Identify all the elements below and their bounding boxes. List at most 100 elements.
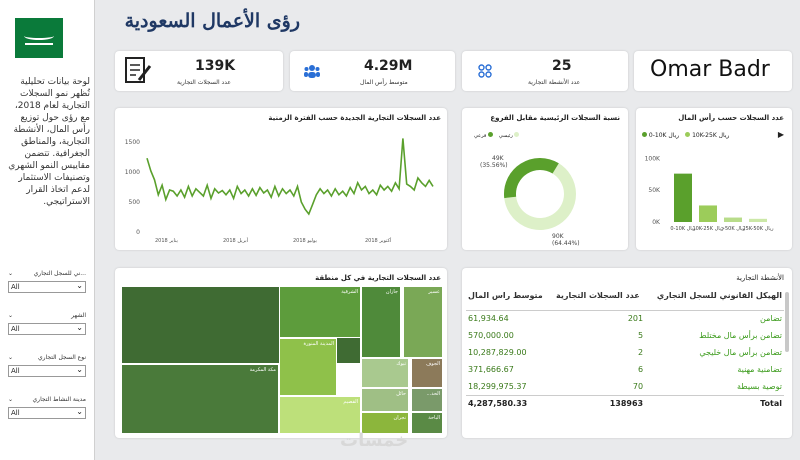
table-row[interactable]: 371,666.67 6 تضامنية مهنية xyxy=(466,361,784,378)
chart-title: عدد السجلات حسب رأس المال xyxy=(678,114,784,122)
total-count: 138963 xyxy=(609,399,644,409)
table-scrollbar[interactable] xyxy=(785,292,789,352)
legend-item[interactable]: رئيسي xyxy=(499,132,520,139)
kpi-value: 25 xyxy=(552,58,572,74)
chevron-down-icon[interactable]: ⌄ xyxy=(8,396,14,403)
treemap-cell[interactable]: عسير xyxy=(403,286,443,358)
chevron-down-icon: ⌄ xyxy=(76,365,83,374)
filter-month: الشهر ⌄ All ⌄ xyxy=(8,312,86,335)
filter-record-type: ...ني للسجل التجاري ⌄ All ⌄ xyxy=(8,270,86,293)
x-tick-label: 0-10K ريال xyxy=(670,226,696,232)
chevron-down-icon: ⌄ xyxy=(76,281,83,290)
table-row[interactable]: 570,000.00 5 تضامن برأس مال مختلط xyxy=(466,327,784,344)
kpi-value: 4.29M xyxy=(364,58,413,74)
slice-label: 90K xyxy=(552,233,565,240)
capital-cell: 61,934.64 xyxy=(468,314,509,324)
chevron-down-icon: ⌄ xyxy=(76,407,83,416)
treemap-cell[interactable]: حائل xyxy=(361,388,409,412)
chevron-down-icon: ⌄ xyxy=(76,323,83,332)
legend-item[interactable]: 0-10K ريال xyxy=(642,132,679,139)
column-header[interactable]: متوسط راس المال xyxy=(468,291,543,301)
chart-title: عدد السجلات التجارية في كل منطقة xyxy=(315,274,441,282)
donut-slice[interactable] xyxy=(504,158,559,199)
treemap-card: عدد السجلات التجارية في كل منطقة الرياضم… xyxy=(115,268,447,438)
kpi-card-capital: 4.29M متوسط رأس المال xyxy=(290,51,455,91)
donut-slice[interactable] xyxy=(504,163,576,230)
count-cell: 70 xyxy=(632,381,644,391)
legend-item[interactable]: 10K-25K ريال xyxy=(685,132,729,139)
page-title: رؤى الأعمال السعودية xyxy=(124,10,300,32)
chart-title: عدد السجلات التجارية الجديدة حسب الفترة … xyxy=(268,114,441,122)
x-tick-label: يناير 2018 xyxy=(155,238,179,244)
kpi-label: عدد الأنشطة التجارية xyxy=(528,79,581,86)
treemap-cell[interactable]: نجران xyxy=(361,412,409,434)
slice-pct-label: (64.44%) xyxy=(552,240,580,247)
author-card: Omar Badr xyxy=(634,51,792,91)
type-cell: تضامن برأس مال مختلط xyxy=(699,331,782,340)
author-name: Omar Badr xyxy=(650,57,770,82)
type-cell: تضامنية مهنية xyxy=(737,365,782,374)
legend-item[interactable]: فرعي xyxy=(474,132,493,139)
y-tick-label: 0K xyxy=(652,219,661,226)
slice-label: 49K xyxy=(492,155,505,162)
x-tick-label: 10K-25K ريال xyxy=(692,226,724,232)
filter-select[interactable]: All ⌄ xyxy=(8,407,86,419)
filter-label: نوع السجل التجاري xyxy=(37,354,86,361)
count-cell: 6 xyxy=(638,365,644,374)
slice-pct-label: (35.56%) xyxy=(480,162,508,169)
bar[interactable] xyxy=(699,205,717,222)
y-tick-label: 1500 xyxy=(125,139,140,146)
y-tick-label: 1000 xyxy=(125,169,140,176)
filter-label: مدينة النشاط التجاري xyxy=(32,396,86,403)
bar[interactable] xyxy=(674,173,692,222)
capital-cell: 10,287,829.00 xyxy=(468,348,527,357)
treemap-cell[interactable]: الباحة xyxy=(411,412,443,434)
document-pen-icon xyxy=(125,57,152,83)
filter-city: مدينة النشاط التجاري ⌄ All ⌄ xyxy=(8,396,86,419)
kpi-label: متوسط رأس المال xyxy=(360,79,408,86)
type-cell: تضامن xyxy=(760,314,782,324)
column-header[interactable]: عدد السجلات التجارية xyxy=(555,291,640,301)
type-cell: توصية بسيطة xyxy=(736,381,782,391)
treemap-cell[interactable]: الحد... xyxy=(411,388,443,412)
capital-cell: 18,299,975.37 xyxy=(468,381,527,391)
chevron-down-icon[interactable]: ⌄ xyxy=(8,354,14,361)
column-header[interactable]: الهيكل القانوني للسجل التجاري xyxy=(656,291,782,301)
x-tick-label: يوليو 2018 xyxy=(293,238,318,244)
table-row[interactable]: 18,299,975.37 70 توصية بسيطة xyxy=(466,378,784,395)
type-cell: تضامن برأس مال خليجي xyxy=(699,348,782,357)
count-cell: 5 xyxy=(638,331,644,340)
treemap-cell[interactable]: جازان xyxy=(361,286,401,358)
donut-chart: 90K(64.44%) 49K(35.56%) xyxy=(480,155,580,247)
filter-select[interactable]: All ⌄ xyxy=(8,365,86,377)
capital-legend: 0-10K ريال 10K-25K ريال xyxy=(642,132,729,139)
bar[interactable] xyxy=(749,218,767,222)
bar[interactable] xyxy=(724,217,742,222)
x-tick-label: أكتوبر 2018 xyxy=(365,237,392,244)
table-row[interactable]: 10,287,829.00 2 تضامن برأس مال خليجي xyxy=(466,344,784,361)
kpi-value: 139K xyxy=(195,58,236,74)
treemap-cell[interactable]: مكة المكرمة xyxy=(121,364,279,434)
treemap-cell[interactable]: الشرقية xyxy=(279,286,361,338)
treemap-cell[interactable]: تبوك xyxy=(361,358,409,388)
treemap-cell[interactable]: المدينة المنورة xyxy=(279,338,337,396)
capital-cell: 570,000.00 xyxy=(468,331,514,340)
sidebar: لوحة بيانات تحليلية تُظهر نمو السجلات ال… xyxy=(0,0,95,460)
filter-label: الشهر xyxy=(71,312,86,319)
capital-chart-card: عدد السجلات حسب رأس المال 0-10K ريال 10K… xyxy=(636,108,792,250)
line-chart-card: عدد السجلات التجارية الجديدة حسب الفترة … xyxy=(115,108,447,250)
table-row[interactable]: 61,934.64 201 تضامن xyxy=(466,310,784,327)
total-row: 4,287,580.33 138963 Total xyxy=(466,395,784,412)
chevron-down-icon[interactable]: ⌄ xyxy=(8,312,14,319)
play-icon[interactable]: ▶ xyxy=(777,130,784,139)
filter-select[interactable]: All ⌄ xyxy=(8,323,86,335)
treemap-cell[interactable]: القصيم xyxy=(279,396,361,434)
total-capital: 4,287,580.33 xyxy=(468,399,528,409)
chevron-down-icon[interactable]: ⌄ xyxy=(8,270,14,277)
filter-select[interactable]: All ⌄ xyxy=(8,281,86,293)
kpi-card-records: 139K عدد السجلات التجارية xyxy=(115,51,283,91)
line-series xyxy=(146,138,434,216)
treemap-cell[interactable]: الجوف xyxy=(411,358,443,388)
